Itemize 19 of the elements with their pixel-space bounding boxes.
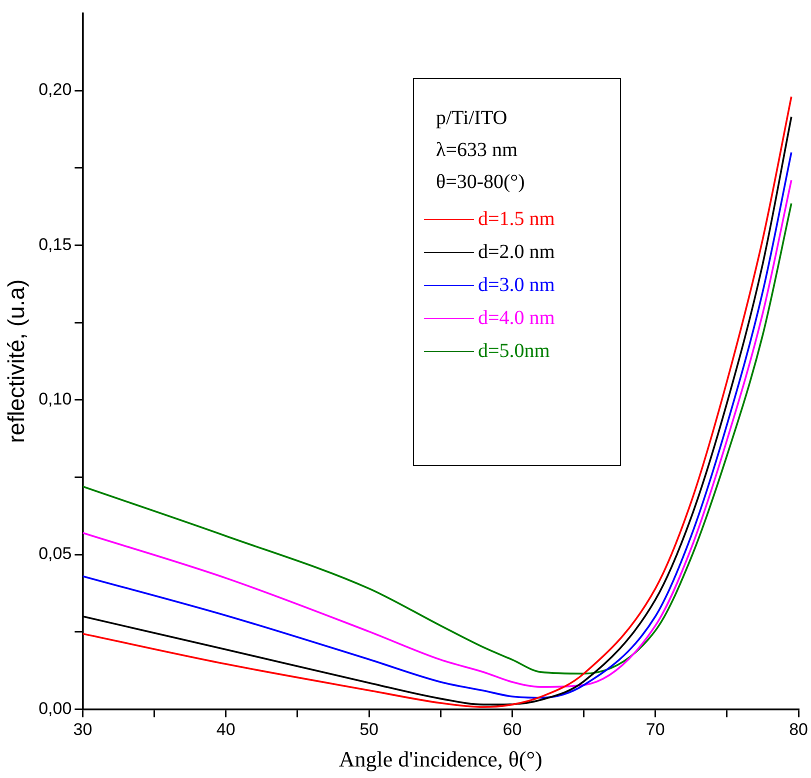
y-tick-label: 0,20 — [38, 80, 72, 100]
legend-label: d=3.0 nm — [478, 274, 555, 297]
y-tick-label: 0,10 — [38, 390, 72, 409]
x-axis-title: Angle d'incidence, θ(°) — [338, 746, 542, 772]
x-tick-label: 40 — [216, 720, 236, 740]
x-tick-label: 30 — [73, 720, 92, 740]
legend-label: d=2.0 nm — [478, 241, 555, 264]
legend-label: d=1.5 nm — [478, 208, 555, 231]
x-tick-label: 60 — [502, 720, 522, 740]
y-axis-title: reflectivité, (u.a) — [3, 279, 30, 444]
x-tick-label: 70 — [646, 720, 665, 740]
y-tick-label: 0,05 — [38, 544, 72, 564]
legend-title: p/Ti/ITO λ=633 nm θ=30-80(°) — [436, 107, 526, 195]
x-tick-label: 80 — [789, 720, 808, 740]
x-tick-label: 50 — [360, 720, 378, 740]
y-tick-label: 0,00 — [38, 698, 72, 718]
legend-label: d=5.0nm — [478, 340, 550, 363]
legend-label: d=4.0 nm — [478, 307, 555, 330]
y-tick-label: 0,15 — [38, 234, 72, 254]
